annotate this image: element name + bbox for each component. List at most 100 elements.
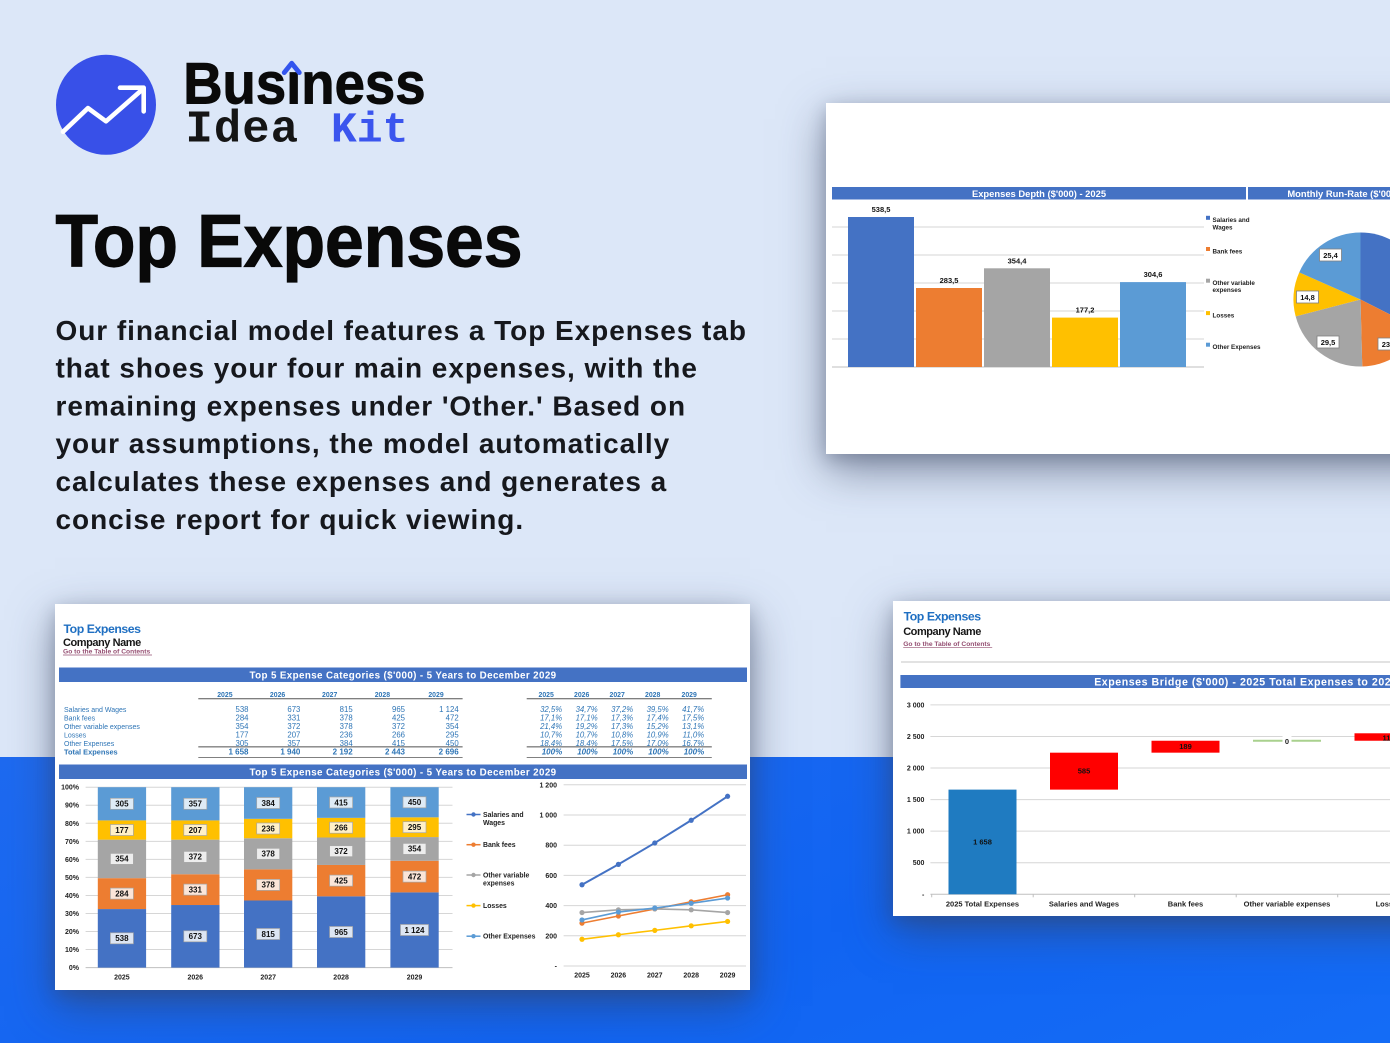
svg-text:15,2%: 15,2% <box>647 722 669 731</box>
svg-text:90%: 90% <box>65 803 80 810</box>
svg-text:60%: 60% <box>65 857 80 864</box>
svg-text:10,9%: 10,9% <box>647 730 669 739</box>
svg-text:354: 354 <box>408 845 422 854</box>
svg-text:236: 236 <box>340 730 353 739</box>
svg-text:remaining expenses under 'Othe: remaining expenses under 'Other.' Based … <box>56 390 687 421</box>
svg-text:673: 673 <box>287 705 300 714</box>
svg-text:34,7%: 34,7% <box>576 705 598 714</box>
svg-text:17,3%: 17,3% <box>611 722 633 731</box>
svg-text:concise report for quick viewi: concise report for quick viewing. <box>56 504 525 535</box>
svg-text:Total Expenses: Total Expenses <box>64 748 118 757</box>
svg-text:2025 Total Expenses: 2025 Total Expenses <box>946 900 1019 909</box>
svg-text:538: 538 <box>115 934 129 943</box>
svg-text:Top 5 Expense Categories ($'00: Top 5 Expense Categories ($'000) - 5 Yea… <box>250 768 557 779</box>
svg-text:1 000: 1 000 <box>539 813 557 820</box>
svg-text:378: 378 <box>340 714 353 723</box>
svg-text:266: 266 <box>334 824 348 833</box>
svg-text:1 500: 1 500 <box>907 797 925 804</box>
svg-text:372: 372 <box>287 722 300 731</box>
svg-text:Other Expenses: Other Expenses <box>64 741 115 748</box>
svg-text:Our financial model features a: Our financial model features a Top Expen… <box>56 315 747 346</box>
svg-text:354: 354 <box>115 855 129 864</box>
svg-text:your assumptions, the model au: your assumptions, the model automaticall… <box>56 428 671 459</box>
svg-text:357: 357 <box>189 800 203 809</box>
svg-text:19,2%: 19,2% <box>576 722 598 731</box>
svg-text:37,2%: 37,2% <box>611 705 633 714</box>
svg-text:965: 965 <box>334 928 348 937</box>
svg-text:Top 5 Expense Categories ($'00: Top 5 Expense Categories ($'000) - 5 Yea… <box>250 671 557 682</box>
svg-text:21,4%: 21,4% <box>539 722 562 731</box>
svg-text:40%: 40% <box>65 893 80 900</box>
svg-text:17,0%: 17,0% <box>647 739 669 748</box>
svg-text:41,7%: 41,7% <box>682 705 704 714</box>
svg-text:2 000: 2 000 <box>907 766 925 773</box>
svg-text:calculates these expenses and: calculates these expenses and generates … <box>56 466 668 497</box>
svg-text:Other Expenses: Other Expenses <box>483 934 536 941</box>
svg-text:that shoes your four main expe: that shoes your four main expenses, with… <box>56 353 698 384</box>
svg-text:Salaries and Wages: Salaries and Wages <box>1049 900 1119 909</box>
svg-text:266: 266 <box>392 730 405 739</box>
svg-text:29,5: 29,5 <box>1321 338 1336 347</box>
svg-text:Losses: Losses <box>1376 900 1390 909</box>
svg-text:100%: 100% <box>684 748 704 757</box>
svg-text:Kit: Kit <box>331 106 408 155</box>
svg-text:Busıness: Busıness <box>183 51 425 116</box>
svg-text:284: 284 <box>115 889 129 898</box>
svg-text:13,1%: 13,1% <box>682 722 704 731</box>
svg-text:1 124: 1 124 <box>439 705 459 714</box>
svg-text:Wages: Wages <box>1213 224 1234 231</box>
svg-text:Monthly Run-Rate ($'000) - 202: Monthly Run-Rate ($'000) - 2025 <box>1287 188 1390 199</box>
svg-text:295: 295 <box>446 730 460 739</box>
svg-text:Go to the Table of Contents: Go to the Table of Contents <box>903 641 990 648</box>
svg-text:Losses: Losses <box>1213 312 1235 319</box>
svg-text:16,7%: 16,7% <box>682 739 704 748</box>
svg-text:2025: 2025 <box>217 692 232 699</box>
svg-text:Other variable: Other variable <box>483 873 530 880</box>
svg-text:378: 378 <box>340 722 353 731</box>
svg-text:472: 472 <box>446 714 459 723</box>
svg-text:Top Expenses: Top Expenses <box>904 610 982 624</box>
svg-text:2 443: 2 443 <box>385 748 406 757</box>
svg-text:450: 450 <box>446 739 460 748</box>
svg-text:305: 305 <box>115 800 129 809</box>
svg-text:Bank fees: Bank fees <box>1168 900 1203 909</box>
svg-text:2025: 2025 <box>539 692 554 699</box>
svg-text:2027: 2027 <box>647 973 663 980</box>
svg-text:372: 372 <box>392 722 405 731</box>
svg-text:177: 177 <box>235 730 248 739</box>
svg-text:236: 236 <box>262 824 276 833</box>
svg-text:100%: 100% <box>61 785 80 792</box>
svg-text:Salaries and Wages: Salaries and Wages <box>64 707 127 714</box>
svg-text:2027: 2027 <box>260 975 276 982</box>
svg-text:2026: 2026 <box>270 692 285 699</box>
svg-text:2029: 2029 <box>720 973 736 980</box>
svg-text:Salaries and: Salaries and <box>1213 217 1250 224</box>
svg-text:Company Name: Company Name <box>903 626 981 638</box>
svg-text:11,0%: 11,0% <box>683 730 705 739</box>
svg-text:1 658: 1 658 <box>973 838 992 847</box>
svg-text:450: 450 <box>408 798 422 807</box>
svg-text:283,5: 283,5 <box>940 276 959 285</box>
svg-text:100%: 100% <box>648 748 668 757</box>
svg-text:Other variable expenses: Other variable expenses <box>1244 900 1331 909</box>
svg-text:0: 0 <box>1285 737 1289 746</box>
svg-text:304,6: 304,6 <box>1144 270 1163 279</box>
svg-text:Go to the Table of Contents: Go to the Table of Contents <box>63 649 150 656</box>
svg-text:207: 207 <box>287 730 300 739</box>
svg-text:80%: 80% <box>65 821 80 828</box>
svg-text:378: 378 <box>262 881 276 890</box>
svg-text:1 940: 1 940 <box>280 748 301 757</box>
svg-text:815: 815 <box>340 705 354 714</box>
svg-text:372: 372 <box>334 847 348 856</box>
svg-text:207: 207 <box>189 826 203 835</box>
svg-text:354,4: 354,4 <box>1008 256 1028 265</box>
svg-text:2 696: 2 696 <box>439 748 460 757</box>
svg-text:415: 415 <box>392 739 406 748</box>
svg-text:Bank fees: Bank fees <box>483 842 516 849</box>
svg-text:-: - <box>555 964 558 971</box>
svg-text:2026: 2026 <box>188 975 204 982</box>
svg-text:Expenses Bridge ($'000) - 2025: Expenses Bridge ($'000) - 2025 Total Exp… <box>1094 676 1390 688</box>
svg-text:32,5%: 32,5% <box>540 705 562 714</box>
svg-text:100%: 100% <box>613 748 633 757</box>
svg-text:372: 372 <box>189 853 203 862</box>
